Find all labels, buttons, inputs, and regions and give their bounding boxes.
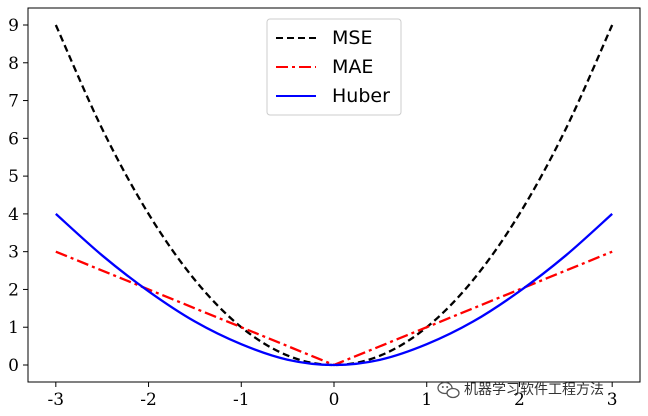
series-line-huber (55, 213, 613, 367)
y-tick-label: 2 (8, 280, 19, 300)
x-tick-label: -3 (48, 390, 65, 410)
y-axis: 0 1 2 3 4 5 6 7 8 9 (8, 16, 28, 376)
y-tick-label: 4 (8, 205, 19, 225)
legend-label-mse: MSE (332, 27, 372, 49)
legend: MSE MAE Huber (266, 18, 402, 116)
y-tick-label: 9 (8, 16, 19, 36)
watermark-text: 机器学习软件工程方法 (464, 382, 604, 398)
x-tick-label: -1 (233, 390, 250, 410)
x-tick-label: 0 (329, 390, 340, 410)
legend-label-huber: Huber (332, 85, 390, 107)
x-tick-label: 3 (607, 390, 618, 410)
watermark: 机器学习软件工程方法 (437, 381, 604, 399)
x-tick-label: 1 (421, 390, 432, 410)
series-line-mae (55, 250, 613, 367)
x-tick-label: -2 (140, 390, 157, 410)
series-layer (54, 24, 614, 367)
legend-label-mae: MAE (332, 56, 373, 78)
y-tick-label: 7 (8, 92, 19, 112)
y-tick-label: 6 (8, 129, 19, 149)
y-tick-label: 0 (8, 356, 19, 376)
wechat-icon (437, 381, 460, 399)
y-tick-label: 3 (8, 243, 19, 263)
x-axis: -3 -2 -1 0 1 2 3 (48, 382, 618, 410)
x-tick-label: 2 (514, 390, 525, 410)
y-tick-label: 8 (8, 54, 19, 74)
legend-box (266, 18, 402, 116)
y-tick-label: 1 (8, 318, 19, 338)
y-tick-label: 5 (8, 167, 19, 187)
